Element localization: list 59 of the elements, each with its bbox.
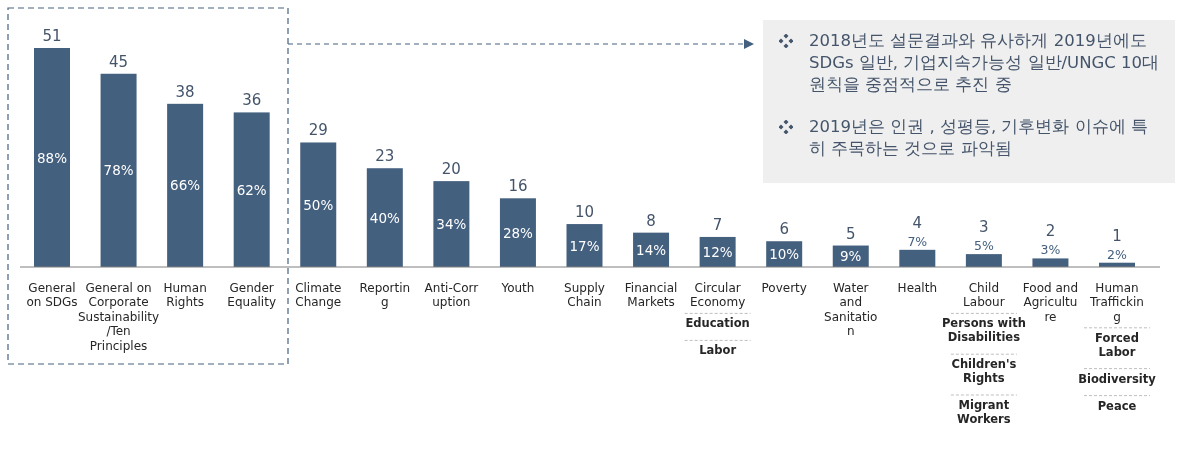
x-tick-label: Poverty xyxy=(761,281,807,295)
x-tick-label: Anti-Corruption xyxy=(424,281,479,310)
data-label: 5 xyxy=(845,224,856,243)
annotation: 40% xyxy=(369,209,400,226)
annotation: 88% xyxy=(36,149,68,166)
x-tick-label: Gender Equality xyxy=(227,281,277,310)
annotation: 7% xyxy=(907,233,928,249)
annotation: 78% xyxy=(103,162,134,179)
annotation: 66% xyxy=(170,177,201,194)
data-label: 3 xyxy=(979,218,989,237)
data-label: 23 xyxy=(375,147,395,166)
x-tick-label: General on SDGs xyxy=(26,281,78,310)
annotation: 17% xyxy=(569,237,600,254)
data-label: 20 xyxy=(441,160,461,179)
text: Biodiversity xyxy=(1078,371,1157,386)
data-label: 8 xyxy=(646,211,656,230)
x-tick-label: Health xyxy=(897,281,938,295)
x-tick-label: Financial Markets xyxy=(624,281,678,310)
annotation: 3% xyxy=(1040,242,1061,258)
text: Children's Rights xyxy=(951,357,1017,385)
text: Peace xyxy=(1097,398,1137,413)
x-tick-label: Circular Economy xyxy=(689,281,746,310)
x-tick-label: Youth xyxy=(500,281,535,295)
annotation: 34% xyxy=(436,216,467,233)
data-label: 6 xyxy=(779,220,789,239)
text: Migrant Workers xyxy=(957,398,1011,426)
annotation: 2% xyxy=(1107,246,1128,262)
text: Forced Labor xyxy=(1095,330,1139,359)
annotation: 62% xyxy=(236,181,267,198)
annotation: 10% xyxy=(769,246,800,263)
data-label: 36 xyxy=(242,91,262,110)
data-label: 38 xyxy=(175,82,195,101)
x-tick-label: Water and Sanitation xyxy=(824,281,878,339)
annotation: 2019년은 인권 , 성평등, 기후변화 이슈에 특히 주목하는 것으로 파악됨 xyxy=(809,116,1149,160)
data-label: 1 xyxy=(1112,226,1122,245)
data-label: 2 xyxy=(1045,222,1056,241)
data-label: 51 xyxy=(42,27,62,45)
annotation: 5% xyxy=(973,238,994,254)
data-label: 16 xyxy=(508,177,528,196)
annotation: 14% xyxy=(636,241,667,258)
annotation: 50% xyxy=(303,196,334,213)
annotation: 28% xyxy=(502,224,534,241)
data-label: 10 xyxy=(574,203,595,222)
x-tick-label: Human Rights xyxy=(163,281,207,310)
text: Labor xyxy=(699,343,737,358)
annotation: 9% xyxy=(840,248,862,265)
data-label: 7 xyxy=(712,215,723,234)
x-tick-label: Child Labour xyxy=(963,281,1005,310)
x-tick-label: Supply Chain xyxy=(564,281,605,310)
x-tick-label: Human Trafficking xyxy=(1089,281,1144,324)
x-tick-label: General on Corporate Sustainability /Ten Principles xyxy=(77,281,160,353)
x-tick-label: Climate Change xyxy=(295,281,342,310)
data-label: 4 xyxy=(912,213,923,232)
annotation: 12% xyxy=(702,243,733,260)
x-tick-label: Reporting xyxy=(359,281,411,310)
data-label: 45 xyxy=(109,52,129,71)
text: Education xyxy=(685,316,750,331)
annotation: 2018년도 설문결과와 유사하게 2019년에도 SDGs 일반, 기업지속가능성 일반/UNGC 10대 원칙을 중점적으로 추진 중 xyxy=(809,30,1161,96)
data-label: 29 xyxy=(308,121,328,140)
